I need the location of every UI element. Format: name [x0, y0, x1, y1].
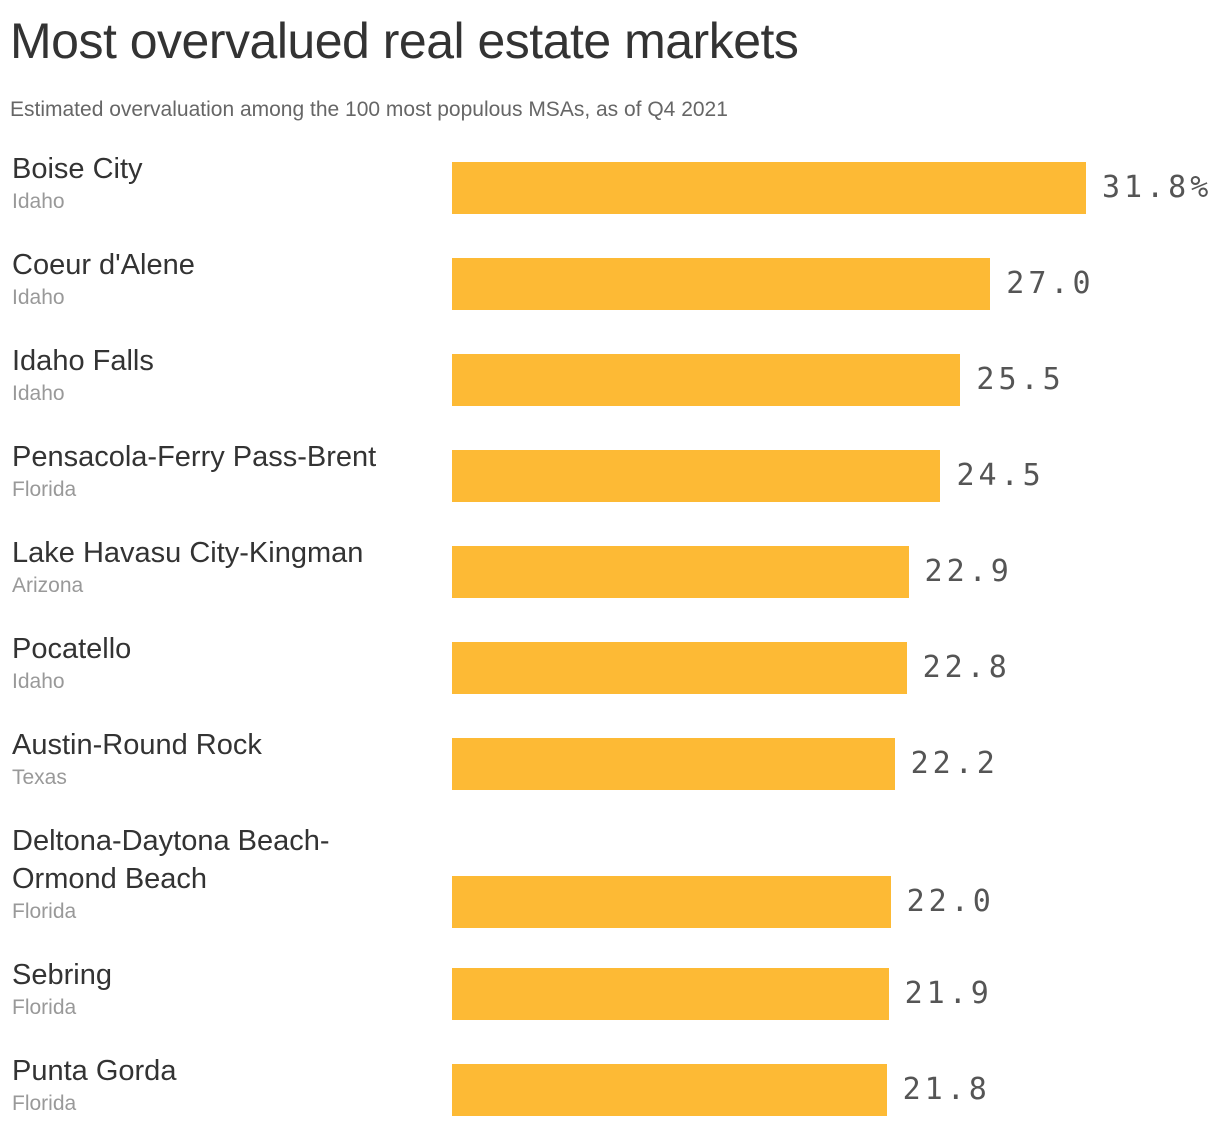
row-label: Punta Gorda Florida [12, 1052, 442, 1117]
row-label: Idaho Falls Idaho [12, 342, 442, 407]
row-label: Sebring Florida [12, 956, 442, 1021]
state-name: Florida [12, 900, 77, 923]
row-label: Austin-Round Rock Texas [12, 726, 442, 791]
value-label: 25.5 [976, 362, 1065, 397]
value-label: 27.0 [1006, 266, 1095, 301]
value-label: 31.8% [1102, 170, 1213, 205]
market-name: Coeur d'Alene [12, 249, 195, 281]
state-name: Texas [12, 766, 67, 789]
state-name: Idaho [12, 286, 65, 309]
market-name: Pensacola-Ferry Pass-Brent [12, 441, 377, 473]
bar [452, 968, 889, 1020]
chart-subtitle: Estimated overvaluation among the 100 mo… [10, 98, 728, 121]
bar [452, 450, 941, 502]
bar [452, 642, 907, 694]
bar [452, 162, 1086, 214]
market-name: Deltona-Daytona Beach-Ormond Beach [12, 825, 330, 895]
bar [452, 258, 991, 310]
row-label: Coeur d'Alene Idaho [12, 246, 442, 311]
value-label: 24.5 [956, 458, 1045, 493]
state-name: Idaho [12, 670, 65, 693]
value-label: 22.0 [906, 884, 995, 919]
bar [452, 876, 891, 928]
value-label: 22.2 [910, 746, 999, 781]
bar [452, 1064, 887, 1116]
row-label: Lake Havasu City-Kingman Arizona [12, 534, 442, 599]
market-name: Boise City [12, 153, 143, 185]
value-label: 22.9 [924, 554, 1013, 589]
bar [452, 546, 909, 598]
market-name: Idaho Falls [12, 345, 154, 377]
state-name: Florida [12, 996, 77, 1019]
chart-title: Most overvalued real estate markets [10, 13, 799, 69]
row-label: Deltona-Daytona Beach-Ormond Beach Florid… [12, 822, 442, 925]
market-name: Lake Havasu City-Kingman [12, 537, 364, 569]
value-label: 21.9 [904, 976, 993, 1011]
row-label: Boise City Idaho [12, 150, 442, 215]
market-name: Pocatello [12, 633, 132, 665]
state-name: Arizona [12, 574, 84, 597]
market-name: Punta Gorda [12, 1055, 177, 1087]
row-label: Pensacola-Ferry Pass-Brent Florida [12, 438, 442, 503]
market-name: Austin-Round Rock [12, 729, 262, 761]
market-name: Sebring [12, 959, 112, 991]
state-name: Idaho [12, 382, 65, 405]
value-label: 22.8 [922, 650, 1011, 685]
state-name: Florida [12, 478, 77, 501]
state-name: Florida [12, 1092, 77, 1115]
state-name: Idaho [12, 190, 65, 213]
row-label: Pocatello Idaho [12, 630, 442, 695]
bar [452, 738, 895, 790]
bar [452, 354, 961, 406]
value-label: 21.8 [902, 1072, 991, 1107]
